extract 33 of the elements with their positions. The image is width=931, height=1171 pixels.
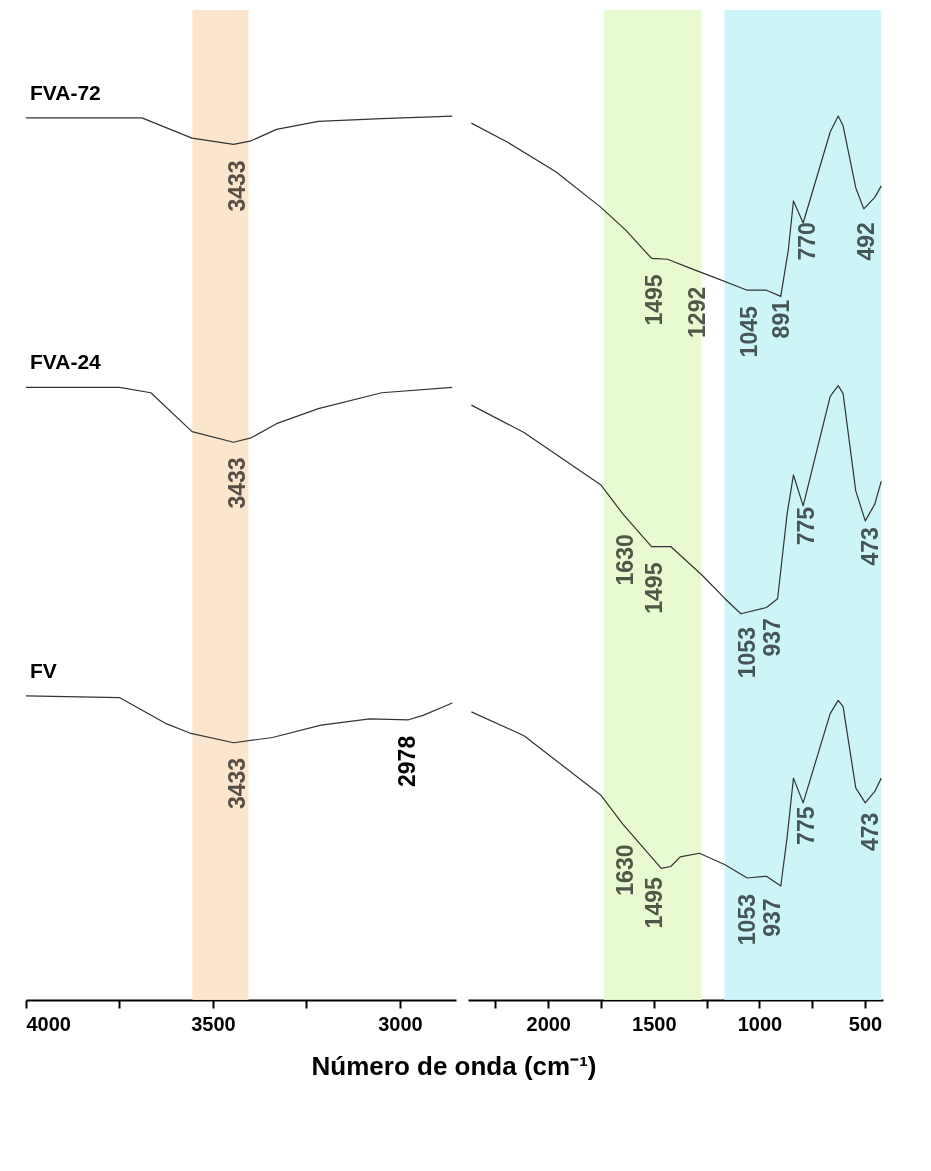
annotation: 937 <box>758 898 785 937</box>
annotation: 1630 <box>612 534 639 586</box>
x-tick-label: 3500 <box>191 1012 236 1035</box>
x-tick-label: 3000 <box>378 1012 423 1035</box>
x-tick-label: 4000 <box>26 1012 71 1035</box>
x-tick-label: 1500 <box>632 1012 677 1035</box>
annotation: 1495 <box>640 274 667 326</box>
annotation: 1495 <box>640 877 667 929</box>
annotation: 473 <box>856 527 883 566</box>
annotation: 770 <box>794 222 821 261</box>
annotation: 2978 <box>394 735 421 787</box>
annotation: 3433 <box>224 160 251 212</box>
annotation: 1045 <box>735 306 762 358</box>
annotation: 775 <box>792 506 819 546</box>
annotation: 1495 <box>640 562 667 614</box>
annotation: 3433 <box>224 757 251 810</box>
annotation: 1053 <box>734 894 761 946</box>
annotation: 937 <box>758 618 785 657</box>
annotation: 891 <box>768 299 795 339</box>
annotation: 473 <box>856 812 883 852</box>
annotation: 492 <box>852 222 879 261</box>
annotation: 1292 <box>683 286 710 338</box>
annotation: 775 <box>792 806 819 845</box>
series-label: FV <box>30 658 57 682</box>
x-tick-label: 500 <box>848 1012 883 1035</box>
annotation: 1630 <box>612 844 639 896</box>
annotation: 3433 <box>224 457 251 509</box>
series-label: FVA-72 <box>30 80 101 104</box>
annotation: 1053 <box>734 627 761 679</box>
x-axis-title: Número de onda (cm⁻¹) <box>311 1051 597 1081</box>
x-tick-label: 1000 <box>737 1012 783 1035</box>
x-tick-label: 2000 <box>526 1012 571 1035</box>
series-label: FVA-24 <box>30 350 102 374</box>
